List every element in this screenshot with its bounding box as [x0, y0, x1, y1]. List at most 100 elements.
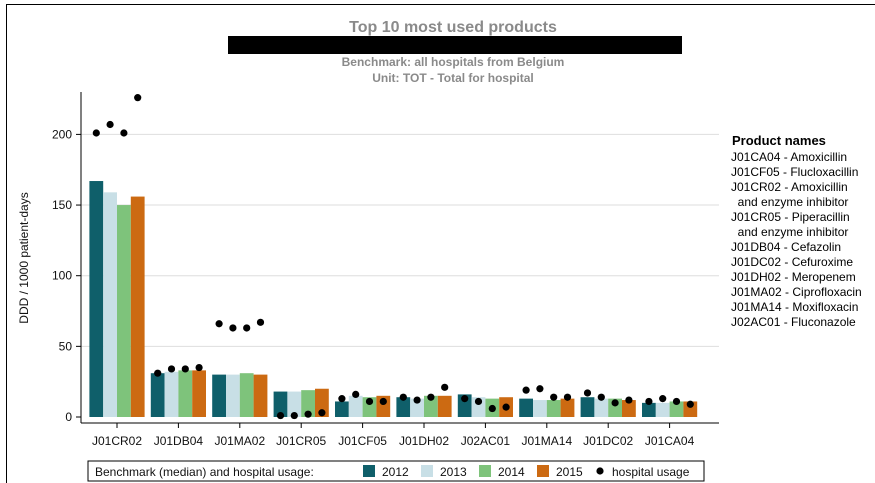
hospital-usage-point-J01DC02-2012	[583, 389, 592, 397]
hospital-usage-point-J02AC01-2012	[461, 395, 469, 403]
bar-J01MA02-2015	[253, 374, 268, 417]
product-name-line: J01CR05 - Piperacillin	[731, 210, 850, 224]
hospital-usage-point-J01DH02-2013	[413, 396, 421, 404]
product-name-line: J01CA04 - Amoxicillin	[731, 150, 847, 164]
bar-J01DB04-2015	[192, 370, 206, 417]
hospital-usage-point-J01CA04-2015	[686, 400, 694, 408]
legend-entry-2012: 2012	[382, 465, 409, 479]
hospital-usage-point-J01CR02-2015	[134, 94, 142, 102]
hospital-usage-point-J02AC01-2013	[474, 397, 483, 406]
bar-J01MA02-2012	[212, 374, 226, 417]
x-tick-label: J01MA14	[521, 434, 572, 448]
hospital-usage-point-J01DC02-2014	[611, 399, 619, 407]
bar-J01DB04-2013	[164, 371, 179, 417]
bar-J01CR05-2013	[287, 391, 302, 417]
chart-title: Top 10 most used products	[349, 19, 557, 36]
legend-swatch-2012	[363, 465, 375, 477]
bar-J01CR02-2015	[130, 196, 145, 417]
bar-J01MA02-2013	[226, 374, 240, 417]
hospital-usage-point-J01MA14-2013	[536, 385, 544, 393]
hospital-usage-point-J01DH02-2015	[441, 383, 449, 391]
bar-J01DC02-2015	[622, 400, 636, 417]
chart-frame	[6, 4, 875, 483]
y-tick-label: 200	[52, 127, 72, 141]
legend-swatch-2014	[479, 465, 491, 477]
x-tick-label: J02AC01	[461, 434, 511, 448]
hospital-usage-point-J01MA02-2013	[229, 324, 237, 332]
hospital-usage-point-J01CF05-2015	[379, 397, 387, 406]
hospital-usage-point-J01CA04-2012	[645, 397, 653, 406]
hospital-usage-point-J01MA14-2015	[563, 393, 572, 401]
product-names-panel: Product names J01CA04 - AmoxicillinJ01CF…	[731, 133, 862, 329]
hospital-usage-point-J01DB04-2013	[167, 365, 176, 373]
bars	[89, 181, 698, 417]
legend-swatch-2013	[421, 465, 433, 477]
axes: 0 50 100 150 200 J01CR02 J01DB04 J01MA02 J01CR05…	[52, 92, 719, 448]
product-name-line: J01MA02 - Ciprofloxacin	[731, 285, 862, 299]
x-tick-label: J01CF05	[338, 434, 387, 448]
hospital-usage-point-J01DC02-2013	[597, 393, 605, 401]
bar-J01CR02-2014	[117, 205, 131, 417]
y-tick-label: 50	[59, 339, 73, 353]
product-name-line: J01DH02 - Meropenem	[731, 270, 856, 284]
hospital-usage-point-J01CR05-2012	[276, 411, 285, 420]
product-name-line: and enzyme inhibitor	[731, 225, 848, 239]
product-name-line: and enzyme inhibitor	[731, 195, 848, 209]
bar-J01MA02-2014	[239, 373, 254, 417]
x-tick-label: J01DH02	[399, 434, 449, 448]
y-tick-label: 100	[52, 269, 72, 283]
hospital-usage-points	[92, 94, 694, 420]
bar-J01CR05-2012	[273, 391, 288, 417]
bar-J01CA04-2014	[669, 401, 684, 417]
hospital-usage-point-J02AC01-2015	[502, 403, 510, 411]
hospital-usage-point-J01DB04-2014	[181, 365, 189, 373]
hospital-usage-point-J01DH02-2014	[427, 393, 435, 401]
hospital-usage-point-J01MA02-2014	[243, 324, 251, 332]
bar-J01DH02-2012	[396, 397, 411, 417]
legend-swatch-2015	[537, 465, 549, 477]
x-tick-label: J01DC02	[583, 434, 633, 448]
hospital-usage-point-J01CR02-2014	[120, 129, 128, 137]
x-tick-label: J01CA04	[645, 434, 695, 448]
hospital-usage-point-J01DB04-2015	[195, 363, 203, 372]
bar-J01CR05-2014	[301, 390, 315, 417]
product-name-line: J01MA14 - Moxifloxacin	[731, 300, 858, 314]
hospital-usage-point-J01MA14-2014	[550, 393, 558, 401]
hospital-usage-point-J01CR05-2013	[290, 411, 298, 420]
bar-J01DH02-2013	[410, 398, 424, 417]
hospital-usage-point-J01DH02-2012	[399, 393, 407, 401]
bar-J01CR02-2013	[103, 192, 117, 417]
hospital-usage-point-J01CF05-2014	[365, 397, 374, 406]
redaction-bar	[228, 36, 682, 54]
product-name-line: J01CR02 - Amoxicillin	[731, 180, 848, 194]
hospital-usage-point-J01CA04-2014	[672, 397, 681, 406]
legend-entry-2013: 2013	[440, 465, 467, 479]
legend-swatch-hospital-usage	[596, 467, 604, 475]
hospital-usage-point-J02AC01-2014	[488, 404, 496, 413]
gridlines	[81, 133, 719, 347]
bar-J01MA14-2012	[519, 398, 533, 417]
chart-subtitle-unit: Unit: TOT - Total for hospital	[372, 71, 534, 85]
bar-J01MA14-2015	[560, 398, 575, 417]
legend-box	[87, 460, 705, 482]
legend-label: Benchmark (median) and hospital usage:	[95, 465, 314, 479]
bar-J01CF05-2012	[335, 401, 349, 417]
hospital-usage-point-J01CF05-2012	[338, 395, 346, 403]
legend-entry-hospital-usage: hospital usage	[612, 465, 690, 479]
bar-J01DC02-2012	[580, 397, 595, 417]
product-name-line: J01CF05 - Flucloxacillin	[731, 165, 858, 179]
bar-J01DB04-2014	[178, 370, 193, 417]
hospital-usage-point-J01CR02-2013	[106, 120, 114, 129]
hospital-usage-point-J01MA14-2012	[522, 386, 530, 394]
x-tick-label: J01DB04	[154, 434, 204, 448]
chart-subtitle-benchmark: Benchmark: all hospitals from Belgium	[342, 55, 565, 69]
hospital-usage-point-J01CF05-2013	[352, 390, 360, 398]
legend-entry-2014: 2014	[498, 465, 525, 479]
bar-J01DH02-2014	[424, 395, 438, 417]
x-tick-label: J01CR05	[276, 434, 326, 448]
hospital-usage-point-J01CR05-2014	[304, 410, 312, 418]
product-name-line: J01DB04 - Cefazolin	[731, 240, 841, 254]
hospital-usage-point-J01CA04-2013	[659, 395, 667, 403]
bar-J01MA14-2014	[546, 400, 561, 417]
